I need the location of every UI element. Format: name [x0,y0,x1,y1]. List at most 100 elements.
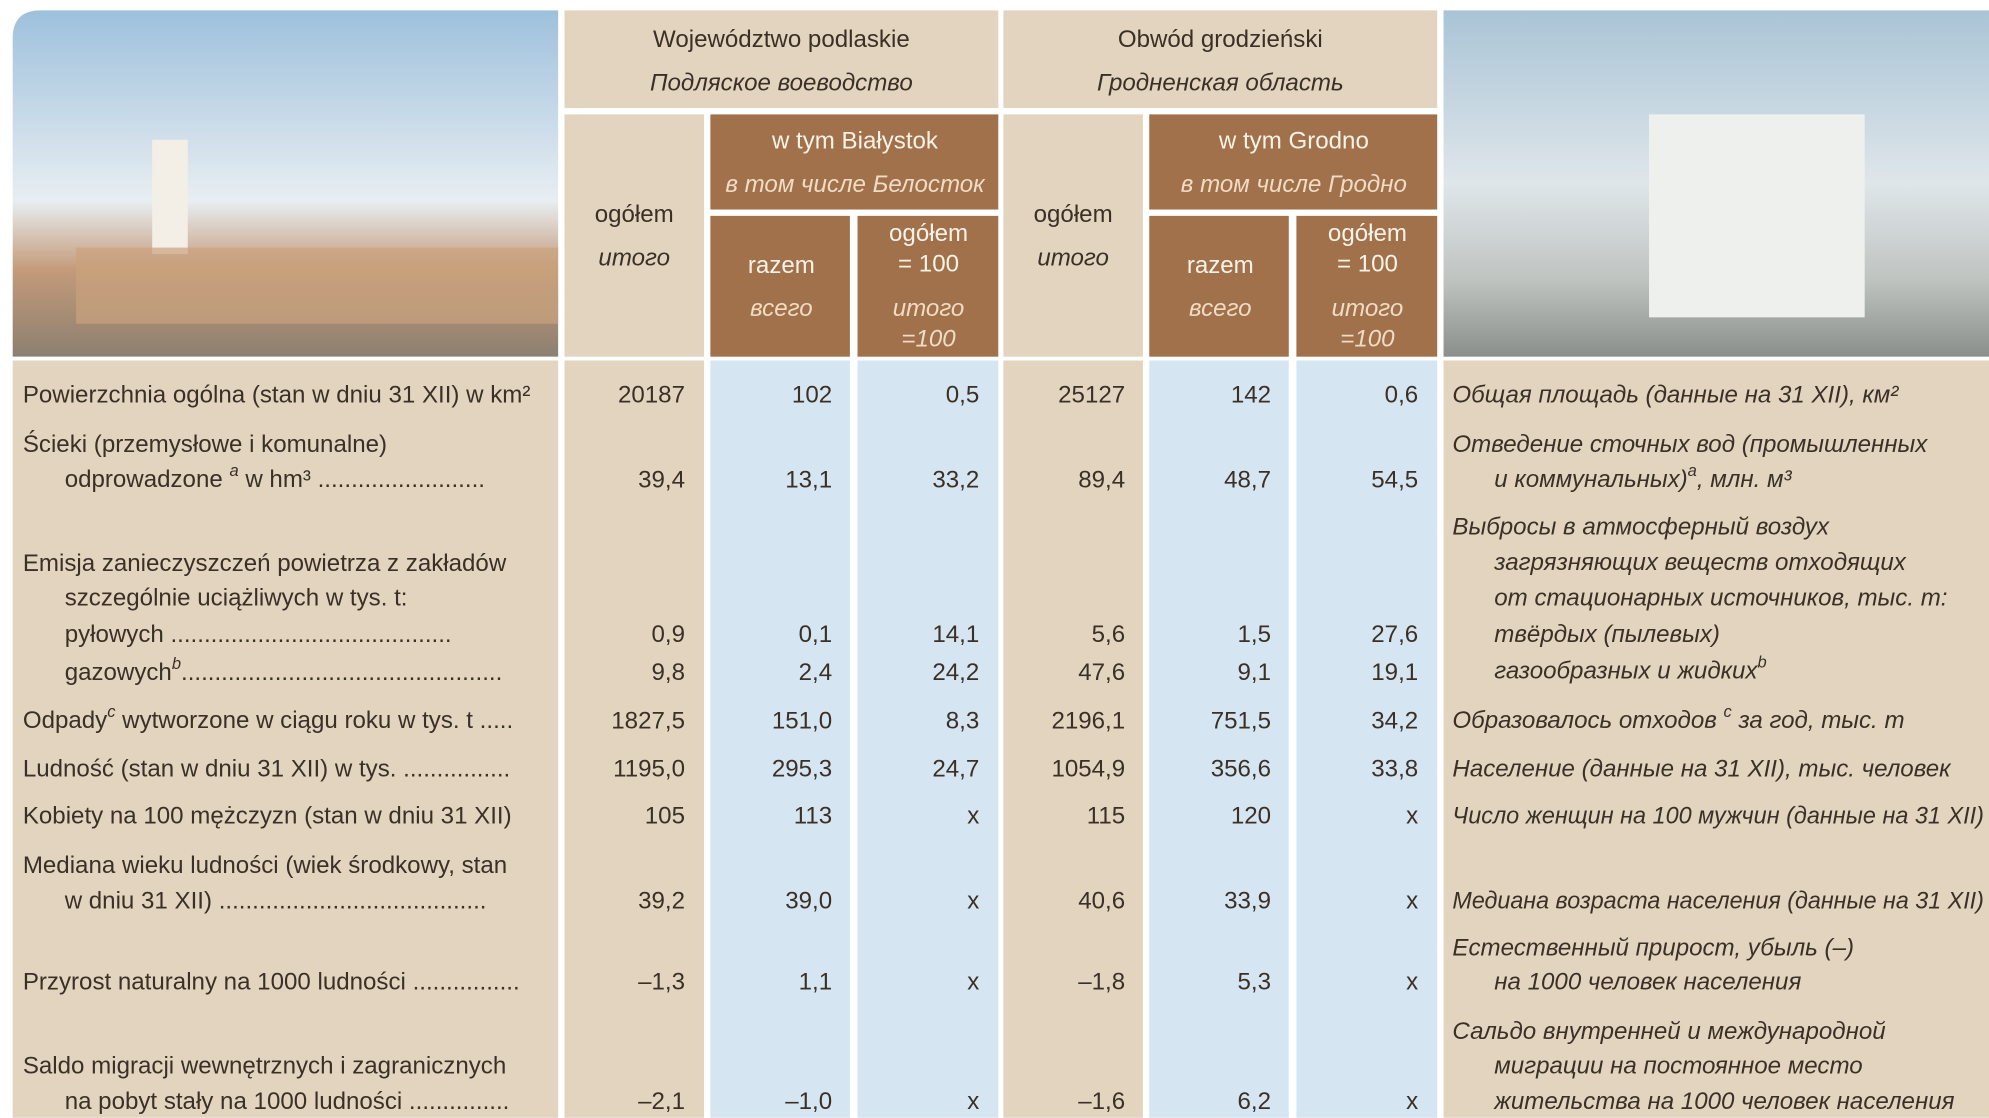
share-head-ru: итого [1332,295,1404,322]
cell-value: 48,7 [1224,466,1271,493]
sum-head: razem [748,252,815,279]
label-pl: Ludność (stan w dniu 31 XII) w tys. ....… [23,756,510,783]
cell-value: –1,6 [1078,1088,1125,1115]
cell-value: 33,2 [932,466,979,493]
cell-value: 102 [792,381,832,408]
sum-head-ru: всего [1189,295,1252,322]
label-pl: Mediana wieku ludności (wiek środkowy, s… [23,852,507,879]
cell-value: x [1406,887,1418,914]
label-ru: Число женщин на 100 мужчин (данные на 31… [1452,802,1983,829]
cell-value: 39,4 [638,466,685,493]
header-cell [1003,10,1438,109]
label-ru: Естественный прирост, убыль (–) [1452,934,1854,961]
column-bg [1149,360,1289,1118]
cell-value: 6,2 [1238,1088,1272,1115]
text-part: и коммунальных) [1494,466,1687,493]
cell-value: 33,8 [1371,756,1418,783]
cell-value: 27,6 [1371,621,1418,648]
label-pl: Saldo migracji wewnętrznych i zagraniczn… [23,1052,506,1079]
cell-value: 25127 [1058,381,1125,408]
footnote-mark: a [1688,462,1697,480]
label-pl: Ścieki (przemysłowe i komunalne) [23,430,387,458]
cell-value: 19,1 [1371,659,1418,686]
share-head: ogółem [1328,220,1407,247]
header-cell [1149,215,1289,357]
label-ru: загрязняющих веществ отходящих [1493,549,1907,576]
cell-value: 39,0 [785,887,832,914]
cell-value: 39,2 [638,887,685,914]
city-title-ru: в том числе Белосток [725,171,986,198]
label-pl: Emisja zanieczyszczeń powietrza z zakład… [23,550,507,577]
label-ru: жительства на 1000 человек населения [1493,1088,1954,1115]
share-head-ru: итого [893,295,965,322]
city-title-ru: в том числе Гродно [1181,171,1407,198]
label-ru: Медиана возраста населения (данные на 31… [1452,887,1983,914]
total-head: ogółem [595,201,674,228]
label-ru: от стационарных источников, тыс. т: [1494,584,1947,611]
cell-value: 0,5 [946,381,979,408]
column-bg [1296,360,1438,1118]
cell-value: 20187 [618,381,685,408]
footnote-mark: c [1724,703,1733,721]
cell-value: 13,1 [785,466,832,493]
cell-value: 34,2 [1371,707,1418,734]
header-cell [710,215,850,357]
cell-value: 0,9 [651,621,685,648]
text-part: wytworzone w ciągu roku w tys. t ..... [115,707,513,734]
text-part: газообразных и жидких [1494,658,1758,685]
cell-value: 8,3 [946,707,979,734]
text-part: за год, тыс. т [1732,707,1905,734]
share-head: = 100 [898,251,959,278]
cell-value: 1,1 [799,969,832,996]
cell-value: 24,2 [932,659,979,686]
cell-value: 0,6 [1385,381,1419,408]
label-ru: Общая площадь (данные на 31 XII), км² [1452,381,1899,408]
cell-value: 5,6 [1092,621,1126,648]
label-ru: и коммунальных)a, млн. м³ [1494,462,1792,493]
cell-value: 2,4 [799,659,832,686]
cell-value: 115 [1087,802,1125,829]
header-cell [857,215,999,357]
header-cell [1296,215,1438,357]
total-head-ru: итого [598,244,670,271]
cell-value: x [1406,969,1418,996]
cell-value: 151,0 [772,707,832,734]
footnote-mark: b [172,655,181,673]
text-part: Образовалось отходов [1452,707,1723,734]
cell-value: 24,7 [932,756,979,783]
cell-value: 1195,0 [613,756,685,783]
cell-value: 47,6 [1078,659,1125,686]
cell-value: 89,4 [1078,466,1125,493]
label-ru: Выбросы в атмосферный воздух [1452,513,1830,540]
text-part: w hm³ ......................... [239,466,485,493]
footnote-mark: b [1757,654,1766,672]
cell-value: x [1406,802,1418,829]
group-title: Obwód grodzieński [1118,26,1323,53]
text-part: gazowych [65,659,172,686]
cell-value: –1,3 [638,969,685,996]
header-cell [564,114,705,357]
label-ru: миграции на постоянное место [1494,1052,1862,1079]
header-cell [564,10,999,109]
label-pl: w dniu 31 XII) .........................… [64,887,487,914]
share-head-ru: =100 [1340,326,1395,353]
label-pl: na pobyt stały na 1000 ludności ........… [65,1088,510,1115]
footnote-mark: a [229,462,238,480]
share-head-ru: =100 [901,326,956,353]
cell-value: –1,0 [785,1088,832,1115]
column-bg [1003,360,1143,1118]
cell-value: 751,5 [1211,707,1271,734]
label-ru: Образовалось отходов c за год, тыс. т [1452,703,1904,734]
cell-value: 120 [1231,802,1271,829]
label-bg [12,360,559,1118]
group-title-ru: Подляское воеводство [650,69,913,96]
label-pl: Przyrost naturalny na 1000 ludności ....… [23,969,520,996]
tower [152,139,188,254]
cell-value: 1,5 [1238,621,1272,648]
cell-value: x [1406,1088,1418,1115]
cell-value: –1,8 [1078,969,1125,996]
column-bg [857,360,999,1118]
share-head: = 100 [1337,251,1398,278]
label-ru: Отведение сточных вод (промышленных [1452,431,1928,458]
group-title-ru: Гродненская область [1097,69,1344,96]
